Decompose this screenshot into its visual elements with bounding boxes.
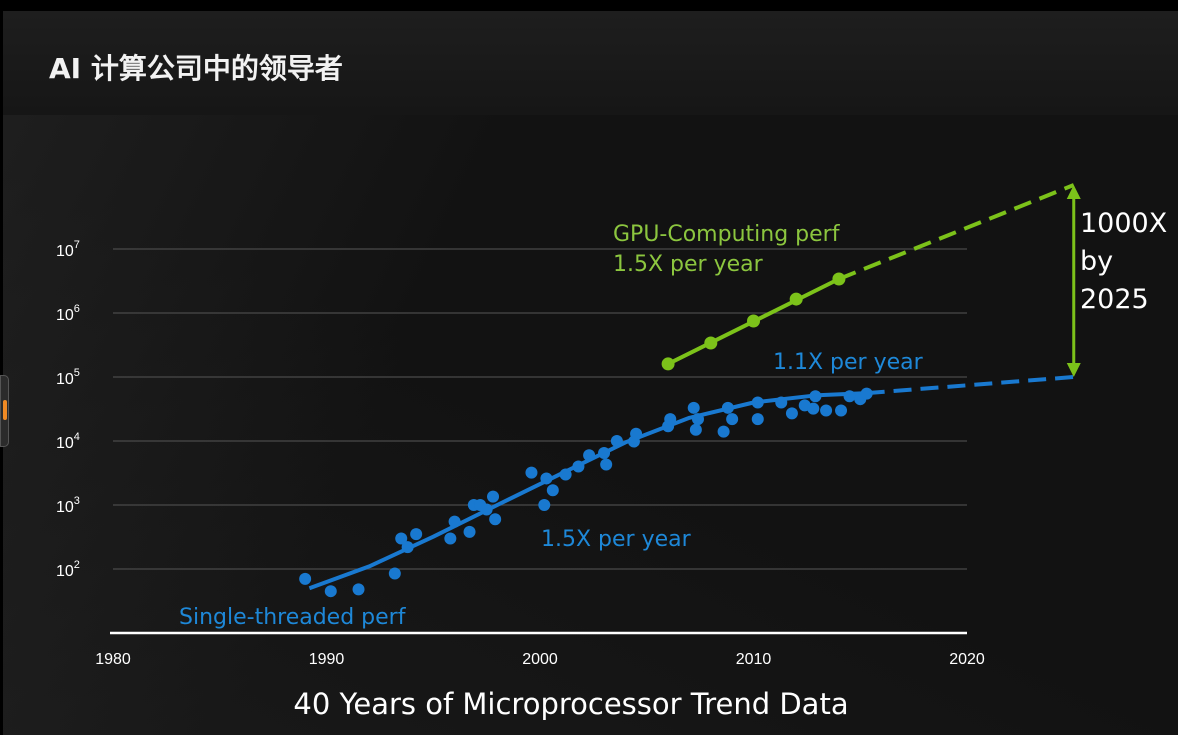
cpu-data-point (299, 572, 312, 585)
cpu-data-point (717, 425, 730, 438)
trend-extension-dashed (866, 375, 1074, 396)
cpu-data-point (689, 423, 702, 436)
grid-lines (113, 248, 967, 570)
cpu-data-point (463, 525, 476, 538)
x-tick-label: 2020 (949, 651, 985, 668)
gap-label-line3: 2025 (1080, 284, 1149, 315)
cpu-data-point (860, 387, 873, 400)
cpu-data-point (664, 413, 677, 426)
cpu-data-point (775, 396, 788, 409)
cpu-data-point (395, 532, 408, 545)
cpu-data-point (352, 583, 365, 596)
cpu-data-point (598, 446, 611, 459)
cpu-data-point (785, 407, 798, 420)
y-tick-label: 105 (56, 367, 80, 388)
y-tick-label: 104 (56, 431, 80, 452)
x-tick-label: 1980 (95, 651, 131, 668)
y-tick-label: 107 (56, 239, 80, 260)
gpu-rate-label: 1.5X per year (613, 252, 764, 277)
cpu-data-point (525, 466, 538, 479)
cpu-data-point (401, 541, 414, 554)
cpu-data-point (687, 401, 700, 414)
cpu-series-label: Single-threaded perf (179, 605, 407, 630)
cpu-data-point (820, 404, 833, 417)
cpu-data-point (721, 401, 734, 414)
cpu-data-point (835, 404, 848, 417)
cpu-data-point (691, 413, 704, 426)
cpu-data-point (559, 468, 572, 481)
trend-fit-line (308, 391, 867, 591)
gap-arrow-head-down (1066, 363, 1081, 377)
gpu-series-label: GPU-Computing perf (613, 222, 841, 247)
gpu-data-point (704, 336, 718, 350)
gpu-data-point (832, 272, 846, 286)
cpu-data-point (546, 484, 559, 497)
cpu-data-point (583, 449, 596, 462)
cpu-data-point (324, 585, 337, 598)
y-tick-labels: 102 103 104 105 106 107 (56, 239, 80, 580)
cpu-data-point (572, 460, 585, 473)
cpu-late-rate-label: 1.1X per year (773, 350, 924, 375)
cpu-data-point (448, 515, 461, 528)
gpu-data-point (747, 314, 760, 328)
cpu-data-point (751, 413, 764, 426)
y-tick-label: 106 (56, 303, 80, 324)
x-tick-label: 2000 (522, 651, 558, 668)
cpu-data-point (843, 390, 856, 403)
header-bar: AI 计算公司中的领导者 (3, 11, 1178, 115)
cpu-data-point (489, 513, 502, 526)
gpu-data-point (789, 292, 803, 306)
y-tick-label: 102 (56, 559, 80, 580)
gap-label-line1: 1000X (1080, 208, 1167, 239)
gap-arrow (1066, 185, 1081, 377)
side-scroll-handle[interactable] (0, 375, 9, 447)
cpu-early-rate-label: 1.5X per year (541, 527, 692, 552)
cpu-data-point (388, 567, 401, 580)
page-title: AI 计算公司中的领导者 (49, 52, 343, 85)
cpu-data-point (807, 402, 820, 415)
cpu-data-point (410, 528, 423, 541)
x-tick-labels: 1980 1990 2000 2010 2020 (95, 651, 985, 668)
gpu-data-point (661, 357, 675, 371)
cpu-data-point (809, 390, 822, 403)
cpu-data-point (480, 503, 493, 516)
cpu-data-point (630, 427, 643, 440)
cpu-data-point (600, 458, 613, 471)
cpu-data-point (610, 435, 623, 447)
data-points (299, 272, 873, 598)
chart-title: 40 Years of Microprocessor Trend Data (293, 687, 848, 721)
cpu-data-point (444, 532, 457, 545)
cpu-data-point (726, 413, 739, 426)
scroll-thumb[interactable] (3, 400, 7, 420)
y-tick-label: 103 (56, 495, 80, 516)
slide-window: AI 计算公司中的领导者 102 103 104 105 106 107 1980 1990… (3, 11, 1178, 735)
cpu-data-point (487, 490, 500, 503)
slide-content: 102 103 104 105 106 107 1980 1990 2000 2010 2020 … (3, 115, 1178, 735)
gap-arrow-head-up (1066, 185, 1081, 199)
cpu-data-point (538, 499, 551, 511)
cpu-data-point (540, 472, 553, 485)
annotations: GPU-Computing perf 1.5X per year 1.1X per … (179, 208, 1167, 630)
gap-label-line2: by (1080, 246, 1113, 277)
x-tick-label: 1990 (309, 651, 345, 668)
cpu-data-point (751, 396, 764, 409)
trend-extension-dashed (838, 183, 1075, 281)
x-tick-label: 2010 (736, 651, 772, 668)
